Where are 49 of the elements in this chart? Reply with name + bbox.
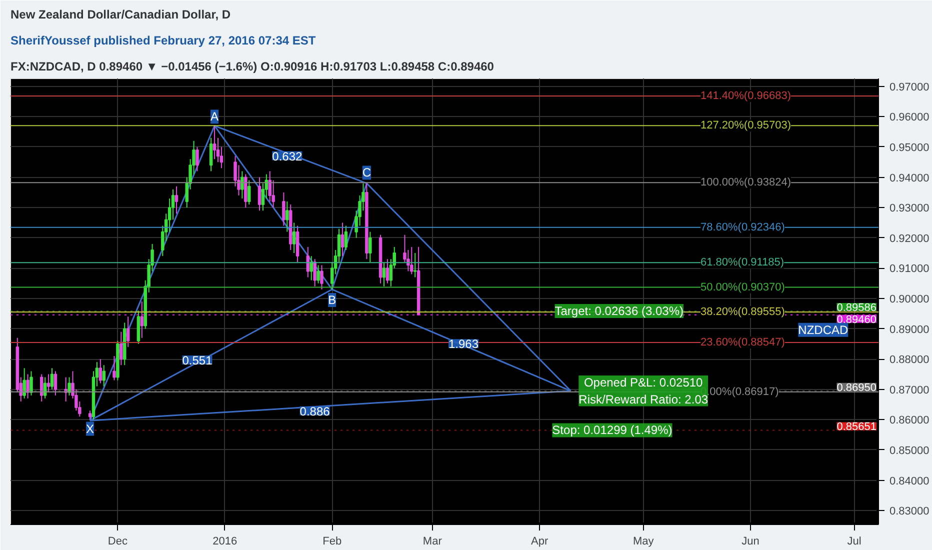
ref-line-label: 141.40%(0.96683) <box>700 90 792 102</box>
y-tick-label: 0.93000 <box>890 202 930 215</box>
ref-line-label: 23.60%(0.88547) <box>700 336 785 348</box>
y-tick-label: 0.94000 <box>890 172 930 184</box>
y-tick-label: 0.95000 <box>890 142 930 154</box>
annotation: Stop: 0.01299 (1.49%) <box>552 423 672 438</box>
annotation: A <box>210 110 219 124</box>
ref-line-label: 127.20%(0.95703) <box>700 120 792 132</box>
annotation: 0.551 <box>182 353 213 368</box>
annotation: B <box>328 292 336 307</box>
x-tick-label: Mar <box>422 536 442 548</box>
y-tick-label: 0.84000 <box>890 475 930 488</box>
annotation: C <box>362 166 372 180</box>
x-tick-label: Dec <box>108 536 128 548</box>
ref-line-label: 0.89586 <box>836 302 877 314</box>
annotation: X <box>86 422 94 436</box>
ref-line-label: 78.60%(0.92346) <box>700 221 785 234</box>
x-tick-label: Apr <box>531 536 548 548</box>
x-tick-label: Feb <box>322 536 342 548</box>
y-tick-label: 0.91000 <box>890 263 930 276</box>
y-tick-label: 0.97000 <box>890 81 930 94</box>
ref-line-label: 50.00%(0.90370) <box>700 281 785 294</box>
y-tick-label: 0.90000 <box>890 293 930 306</box>
text: SherifYoussef published February 27, 2016 07:34 EST <box>10 34 316 48</box>
annotation: 0.632 <box>272 149 302 164</box>
annotation: 1.963 <box>448 337 479 352</box>
annotation: 0.886 <box>300 404 330 418</box>
ref-line-label: 0.85651 <box>836 421 877 434</box>
x-tick-label: Jun <box>742 536 760 548</box>
x-tick-label: 2016 <box>212 536 238 548</box>
x-tick-label: May <box>632 536 654 548</box>
y-tick-label: 0.88000 <box>890 354 930 366</box>
annotation: NZDCAD <box>798 322 848 337</box>
ref-line-label: 0.89460 <box>836 314 877 326</box>
ref-line-label: 100.00%(0.93824) <box>700 176 792 189</box>
ref-line-label: 38.20%(0.89555) <box>700 306 785 318</box>
y-tick-label: 0.87000 <box>890 384 930 396</box>
y-tick-label: 0.89000 <box>890 324 930 336</box>
annotation: Target: 0.02636 (3.03%) <box>554 304 684 318</box>
y-tick-label: 0.96000 <box>890 112 930 124</box>
y-tick-label: 0.83000 <box>890 506 930 518</box>
y-tick-label: 0.86000 <box>890 414 930 427</box>
ref-line-label: 61.80%(0.91185) <box>700 256 784 269</box>
chart-title: New Zealand Dollar/Canadian Dollar, D <box>10 8 231 22</box>
ref-line-label: 0.86950 <box>836 382 877 394</box>
y-tick-label: 0.85000 <box>890 444 930 457</box>
chart-subtitle: FX:NZDCAD, D 0.89460 ▼ −0.01456 (−1.6%) O:0.90916 H:0.91703 L:0.89458 C:0.89460 <box>10 60 494 74</box>
x-tick-label: Jul <box>847 536 862 548</box>
y-tick-label: 0.92000 <box>890 232 930 245</box>
